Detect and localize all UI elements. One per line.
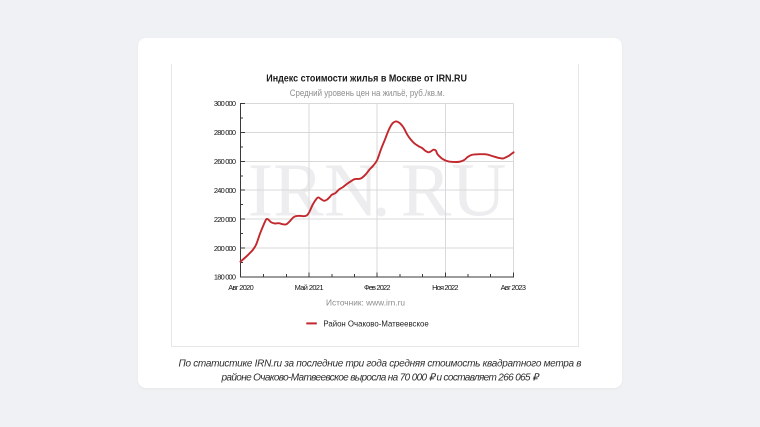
svg-text:Индекс стоимости жилья в Москв: Индекс стоимости жилья в Москве от IRN.R…: [266, 73, 467, 85]
svg-text:200 000: 200 000: [214, 244, 236, 253]
svg-text:Авг 2020: Авг 2020: [228, 283, 254, 292]
svg-text:Авг 2023: Авг 2023: [501, 283, 526, 292]
svg-text:районе Очаково-Матвеевское выр: районе Очаково-Матвеевское выросла на 70…: [221, 372, 541, 383]
svg-text:Май 2021: Май 2021: [295, 283, 324, 292]
svg-text:240 000: 240 000: [214, 186, 236, 195]
svg-text:Источник: www.irn.ru: Источник: www.irn.ru: [326, 298, 405, 308]
svg-text:Фев 2022: Фев 2022: [364, 283, 391, 292]
svg-text:Средний уровень цен на жильё,: Средний уровень цен на жильё, руб./кв.м.: [290, 88, 445, 98]
svg-text:По статистике IRN.ru за послед: По статистике IRN.ru за последние три го…: [179, 358, 582, 369]
svg-text:280 000: 280 000: [214, 128, 236, 137]
svg-text:180 000: 180 000: [214, 273, 236, 282]
svg-text:220 000: 220 000: [214, 215, 236, 224]
svg-text:260 000: 260 000: [214, 157, 236, 166]
svg-text:Ноя 2022: Ноя 2022: [432, 283, 458, 292]
svg-text:Район Очаково-Матвеевское: Район Очаково-Матвеевское: [323, 318, 428, 328]
svg-text:300 000: 300 000: [214, 99, 236, 108]
